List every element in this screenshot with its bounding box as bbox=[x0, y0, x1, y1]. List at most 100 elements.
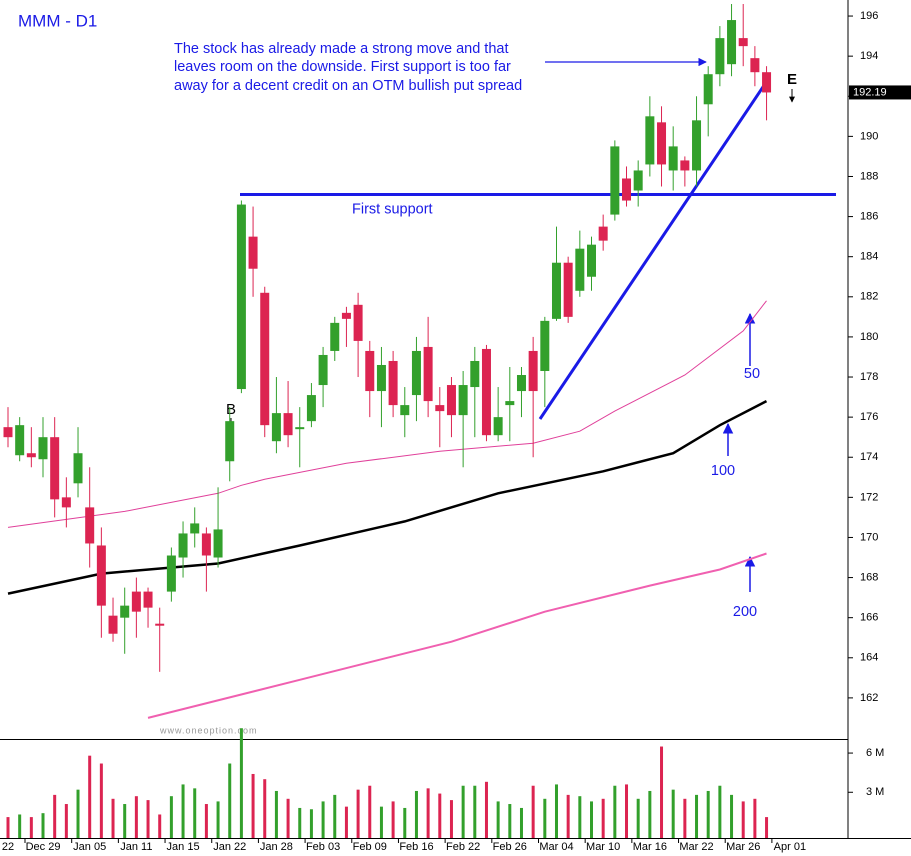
candle-body bbox=[61, 497, 71, 508]
candle-body bbox=[295, 427, 305, 430]
candle-body bbox=[727, 20, 737, 65]
volume-bar bbox=[18, 814, 22, 838]
candle-body bbox=[108, 615, 118, 634]
candle-body bbox=[470, 360, 480, 388]
volume-bar bbox=[519, 807, 523, 838]
x-tick-label: Feb 16 bbox=[399, 841, 433, 853]
candle-body bbox=[657, 122, 667, 165]
volume-bar bbox=[578, 796, 582, 838]
candle-body bbox=[213, 529, 223, 558]
volume-bar bbox=[718, 785, 722, 838]
candle-body bbox=[178, 533, 188, 558]
candle-body bbox=[598, 226, 608, 241]
candle-body bbox=[715, 38, 725, 75]
exit-marker: E bbox=[787, 71, 797, 88]
candle-body bbox=[516, 375, 526, 392]
candle-body bbox=[341, 312, 351, 319]
volume-bar bbox=[99, 763, 103, 838]
volume-bar bbox=[239, 728, 243, 838]
volume-bar bbox=[648, 790, 652, 838]
x-tick-label: Mar 10 bbox=[586, 841, 620, 853]
y-tick-label: 190 bbox=[860, 130, 878, 142]
candle-body bbox=[376, 364, 386, 392]
candle-body bbox=[3, 427, 13, 438]
volume-bar bbox=[613, 785, 617, 838]
volume-bar bbox=[76, 789, 80, 838]
moving-average bbox=[7, 399, 768, 595]
candle-body bbox=[762, 72, 772, 93]
y-tick-label: 174 bbox=[860, 451, 878, 463]
y-tick-label: 180 bbox=[860, 331, 878, 343]
volume-bar bbox=[344, 806, 348, 838]
candle-body bbox=[575, 248, 585, 291]
annotation-line: away for a decent credit on an OTM bulli… bbox=[174, 78, 522, 94]
volume-bar bbox=[123, 804, 127, 838]
candle-body bbox=[458, 385, 468, 416]
candle-body bbox=[645, 116, 655, 165]
volume-tick-label: 3 M bbox=[866, 786, 884, 798]
volume-bar bbox=[508, 804, 512, 838]
candle-body bbox=[738, 38, 748, 47]
volume-bar bbox=[438, 793, 442, 838]
volume-bar bbox=[263, 779, 267, 838]
candle-body bbox=[201, 533, 211, 556]
candle-body bbox=[587, 244, 596, 277]
volume-bar bbox=[111, 798, 115, 838]
last-price-box bbox=[849, 85, 911, 100]
x-tick-label: Jan 28 bbox=[260, 841, 293, 853]
candle-body bbox=[353, 304, 363, 341]
candle-body bbox=[446, 385, 456, 416]
candle-body bbox=[26, 453, 36, 458]
ma-label: 100 bbox=[711, 463, 735, 479]
x-tick-label: Mar 04 bbox=[539, 841, 573, 853]
volume-bar bbox=[683, 798, 687, 838]
volume-bar bbox=[473, 785, 477, 838]
candle-body bbox=[236, 204, 246, 390]
y-tick-label: 188 bbox=[860, 170, 878, 182]
y-tick-label: 196 bbox=[860, 10, 878, 22]
last-price-label: 192.19 bbox=[853, 86, 887, 98]
volume-bar bbox=[309, 809, 313, 838]
volume-bar bbox=[484, 781, 488, 838]
candle-body bbox=[330, 322, 340, 351]
volume-bar bbox=[636, 798, 640, 838]
volume-bar bbox=[625, 784, 629, 838]
x-tick-label: Jan 11 bbox=[120, 841, 152, 853]
candle-body bbox=[423, 346, 433, 402]
candle-body bbox=[622, 178, 632, 201]
annotation-line: leaves room on the downside. First suppo… bbox=[174, 59, 511, 75]
volume-bar bbox=[414, 790, 418, 838]
volume-bar bbox=[216, 801, 220, 838]
candle-body bbox=[551, 262, 561, 319]
candle-body bbox=[411, 350, 421, 396]
ma-label: 50 bbox=[744, 366, 760, 382]
candle-body bbox=[668, 146, 678, 171]
candle-body bbox=[481, 348, 491, 436]
volume-bar bbox=[181, 784, 185, 838]
candle-body bbox=[85, 507, 95, 544]
volume-bar bbox=[368, 785, 372, 838]
x-tick-label: Apr 01 bbox=[774, 841, 806, 853]
candle-body bbox=[610, 146, 620, 215]
volume-bar bbox=[204, 804, 208, 838]
volume-bar bbox=[333, 794, 337, 838]
buy-marker: B bbox=[226, 401, 236, 418]
candle-body bbox=[166, 555, 176, 592]
ma-label: 200 bbox=[733, 604, 757, 620]
candle-body bbox=[38, 437, 48, 460]
volume-bar bbox=[298, 807, 302, 838]
volume-bar bbox=[251, 773, 255, 838]
candle-body bbox=[750, 58, 760, 73]
volume-bar bbox=[741, 801, 745, 838]
annotation-line: The stock has already made a strong move… bbox=[174, 41, 509, 57]
candle-body bbox=[692, 120, 702, 171]
y-tick-label: 170 bbox=[860, 531, 878, 543]
volume-bar bbox=[590, 801, 593, 838]
candle-body bbox=[96, 545, 106, 606]
y-tick-label: 162 bbox=[860, 692, 878, 704]
volume-bar bbox=[193, 788, 197, 838]
x-tick-label: Feb 03 bbox=[306, 841, 340, 853]
y-tick-label: 172 bbox=[860, 491, 878, 503]
volume-bar bbox=[88, 755, 92, 838]
volume-bar bbox=[601, 798, 605, 838]
